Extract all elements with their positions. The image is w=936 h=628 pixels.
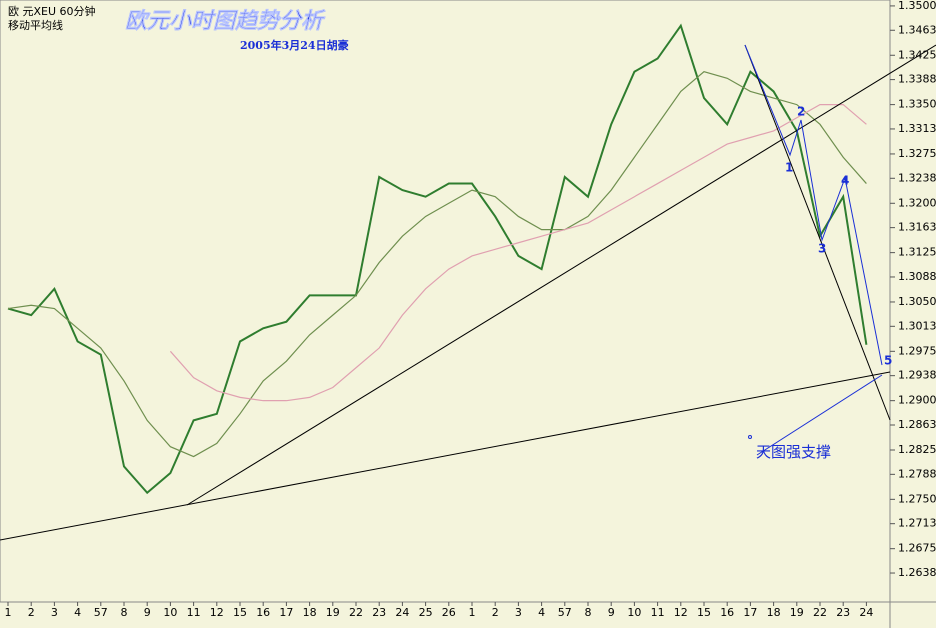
y-tick-label: 1.3013: [898, 319, 936, 332]
x-tick-label: 1: [5, 606, 12, 619]
uptrend-line: [186, 44, 936, 506]
x-tick-label: 1: [469, 606, 476, 619]
x-tick-label: 4: [538, 606, 545, 619]
x-tick-label: 8: [121, 606, 128, 619]
y-tick-label: 1.2788: [898, 467, 936, 480]
x-tick-label: 23: [372, 606, 386, 619]
y-tick-label: 1.2863: [898, 418, 936, 431]
x-tick-label: 22: [349, 606, 363, 619]
x-tick-label: 3: [51, 606, 58, 619]
x-tick-label: 12: [674, 606, 688, 619]
x-tick-label: 26: [442, 606, 456, 619]
x-tick-label: 57: [558, 606, 572, 619]
series-layer: [7, 23, 868, 495]
y-tick-label: 1.2975: [898, 344, 936, 357]
pointer-dot: [748, 435, 752, 439]
series-line: [7, 71, 867, 458]
wave-label: 5: [884, 354, 892, 368]
wave-label: 1: [785, 161, 793, 175]
y-tick-label: 1.3088: [898, 270, 936, 283]
series-line: [7, 23, 868, 495]
header: 欧 元XEU 60分钟: [8, 4, 96, 18]
y-tick-label: 1.2825: [898, 443, 936, 456]
y-tick-label: 1.3200: [898, 196, 936, 209]
x-tick-label: 18: [303, 606, 317, 619]
x-tick-label: 12: [210, 606, 224, 619]
x-tick-label: 3: [515, 606, 522, 619]
series-line: [169, 104, 867, 402]
wave-label: 3: [818, 242, 826, 256]
x-tick-label: 9: [144, 606, 151, 619]
x-tick-label: 11: [651, 606, 665, 619]
x-tick-label: 16: [720, 606, 734, 619]
x-tick-label: 18: [767, 606, 781, 619]
annotation: 天图强支撑: [756, 443, 831, 461]
y-tick-label: 1.3050: [898, 295, 936, 308]
y-tick-label: 1.3350: [898, 98, 936, 111]
x-tick-label: 19: [326, 606, 340, 619]
y-tick-label: 1.3500: [898, 0, 936, 12]
wave-label: 2: [797, 105, 805, 119]
indicator-label: 移动平均线: [8, 18, 63, 32]
support-line: [0, 371, 891, 541]
x-tick-label: 2: [28, 606, 35, 619]
x-tick-label: 17: [279, 606, 293, 619]
wave-label: 4: [841, 174, 849, 188]
x-tick-label: 15: [233, 606, 247, 619]
x-tick-label: 8: [585, 606, 592, 619]
y-tick-label: 1.3463: [898, 23, 936, 36]
wave-path: [744, 44, 883, 366]
y-tick-label: 1.3313: [898, 122, 936, 135]
y-tick-label: 1.3275: [898, 147, 936, 160]
wave-lines: [744, 44, 883, 456]
y-tick-label: 1.2638: [898, 566, 936, 579]
pointer-line: [756, 374, 883, 456]
y-tick-label: 1.2713: [898, 517, 936, 530]
y-tick-label: 1.2750: [898, 492, 936, 505]
x-tick-label: 10: [163, 606, 177, 619]
x-tick-label: 16: [256, 606, 270, 619]
x-tick-label: 23: [836, 606, 850, 619]
y-tick-label: 1.3125: [898, 246, 936, 259]
x-tick-label: 15: [697, 606, 711, 619]
y-tick-label: 1.2938: [898, 369, 936, 382]
y-tick-label: 1.2675: [898, 542, 936, 555]
y-tick-label: 1.3388: [898, 73, 936, 86]
x-tick-label: 17: [743, 606, 757, 619]
x-tick-label: 24: [859, 606, 873, 619]
x-tick-label: 57: [94, 606, 108, 619]
y-tick-label: 1.3238: [898, 171, 936, 184]
x-tick-label: 9: [608, 606, 615, 619]
x-tick-label: 11: [187, 606, 201, 619]
y-tick-label: 1.3163: [898, 221, 936, 234]
x-tick-label: 22: [813, 606, 827, 619]
y-tick-label: 1.3425: [898, 48, 936, 61]
chart-title: 欧元小时图趋势分析: [125, 8, 326, 34]
x-tick-label: 4: [74, 606, 81, 619]
x-tick-label: 25: [419, 606, 433, 619]
chart-subtitle: 2005年3月24日胡豪: [240, 38, 349, 52]
trend-lines: [0, 44, 936, 541]
x-tick-label: 24: [395, 606, 409, 619]
x-tick-label: 10: [627, 606, 641, 619]
x-tick-label: 19: [790, 606, 804, 619]
x-tick-label: 2: [492, 606, 499, 619]
y-tick-label: 1.2900: [898, 394, 936, 407]
channel-line: [744, 44, 891, 421]
plot-area: [0, 0, 891, 603]
